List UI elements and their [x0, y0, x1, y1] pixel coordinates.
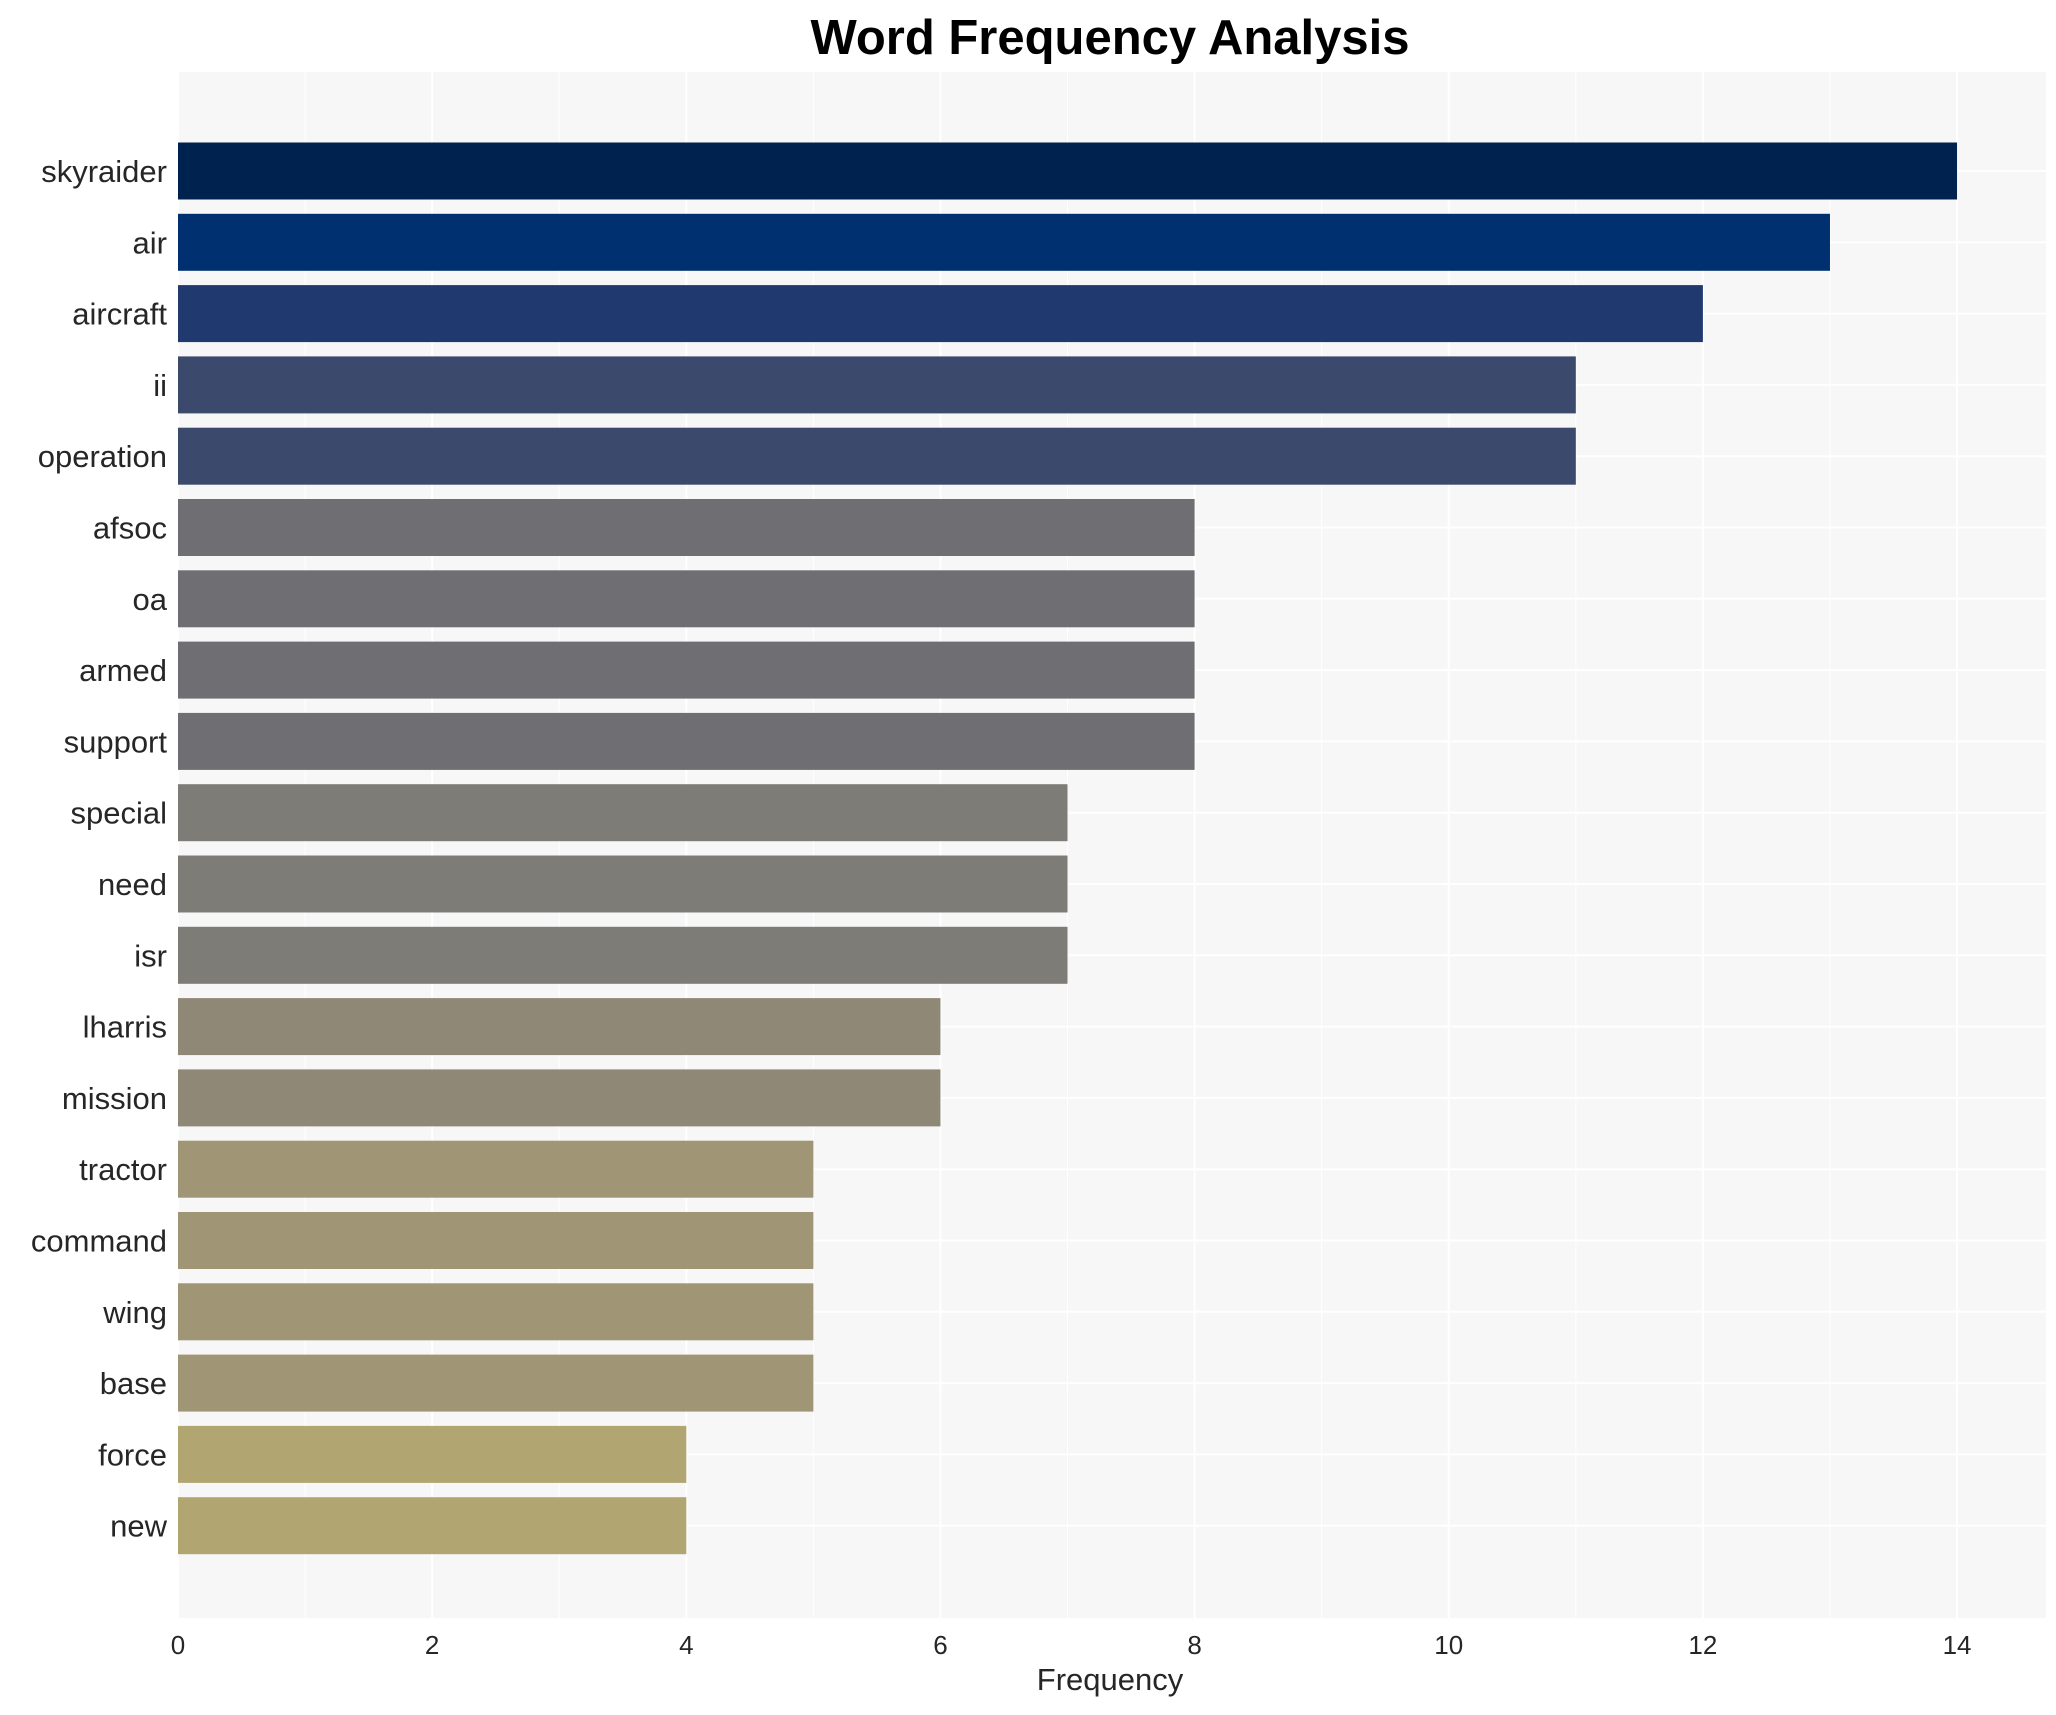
- x-tick-label: 10: [1434, 1630, 1463, 1660]
- category-label-armed: armed: [79, 653, 167, 688]
- category-label-new: new: [110, 1509, 167, 1544]
- bar-need: [178, 855, 1068, 913]
- category-label-ii: ii: [153, 368, 167, 403]
- category-label-mission: mission: [62, 1081, 167, 1116]
- category-label-oa: oa: [133, 582, 168, 617]
- bar-isr: [178, 926, 1068, 984]
- bar-base: [178, 1354, 814, 1412]
- category-label-aircraft: aircraft: [72, 297, 167, 332]
- bar-command: [178, 1212, 814, 1269]
- category-label-special: special: [71, 796, 168, 831]
- category-label-wing: wing: [102, 1295, 167, 1330]
- bar-tractor: [178, 1140, 814, 1198]
- bar-special: [178, 784, 1068, 842]
- x-tick-label: 4: [679, 1630, 693, 1660]
- category-label-lharris: lharris: [83, 1010, 167, 1045]
- category-label-skyraider: skyraider: [41, 154, 167, 189]
- category-label-command: command: [31, 1224, 167, 1259]
- category-label-isr: isr: [134, 938, 167, 973]
- category-label-air: air: [133, 225, 167, 260]
- x-tick-label: 6: [933, 1630, 947, 1660]
- bar-lharris: [178, 998, 941, 1056]
- x-tick-labels: 0 2 4 6 8 10 12 14: [171, 1630, 1972, 1660]
- bar-air: [178, 213, 1830, 271]
- bar-aircraft: [178, 285, 1703, 343]
- x-tick-label: 12: [1688, 1630, 1717, 1660]
- bar-support: [178, 712, 1195, 770]
- category-label-afsoc: afsoc: [93, 511, 167, 546]
- category-label-base: base: [100, 1366, 167, 1401]
- category-label-operation: operation: [38, 439, 167, 474]
- x-axis-title: Frequency: [1037, 1662, 1184, 1697]
- category-labels: skyraider air aircraft ii operation afsoc oa ar…: [31, 154, 168, 1544]
- bar-skyraider: [178, 142, 1958, 200]
- bar-new: [178, 1497, 687, 1555]
- bar-operation: [178, 427, 1576, 485]
- bar-mission: [178, 1069, 941, 1127]
- category-label-support: support: [64, 724, 168, 759]
- bar-afsoc: [178, 499, 1195, 556]
- category-label-tractor: tractor: [79, 1152, 167, 1187]
- bar-armed: [178, 641, 1195, 699]
- x-tick-label: 8: [1187, 1630, 1201, 1660]
- x-tick-label: 0: [171, 1630, 185, 1660]
- bar-ii: [178, 356, 1576, 414]
- x-tick-label: 14: [1943, 1630, 1972, 1660]
- bar-wing: [178, 1283, 814, 1341]
- bar-oa: [178, 570, 1195, 628]
- category-label-force: force: [98, 1437, 167, 1472]
- bars: [178, 142, 1958, 1555]
- category-label-need: need: [98, 867, 167, 902]
- x-tick-label: 2: [425, 1630, 439, 1660]
- bar-force: [178, 1425, 687, 1483]
- chart-title: Word Frequency Analysis: [810, 11, 1409, 65]
